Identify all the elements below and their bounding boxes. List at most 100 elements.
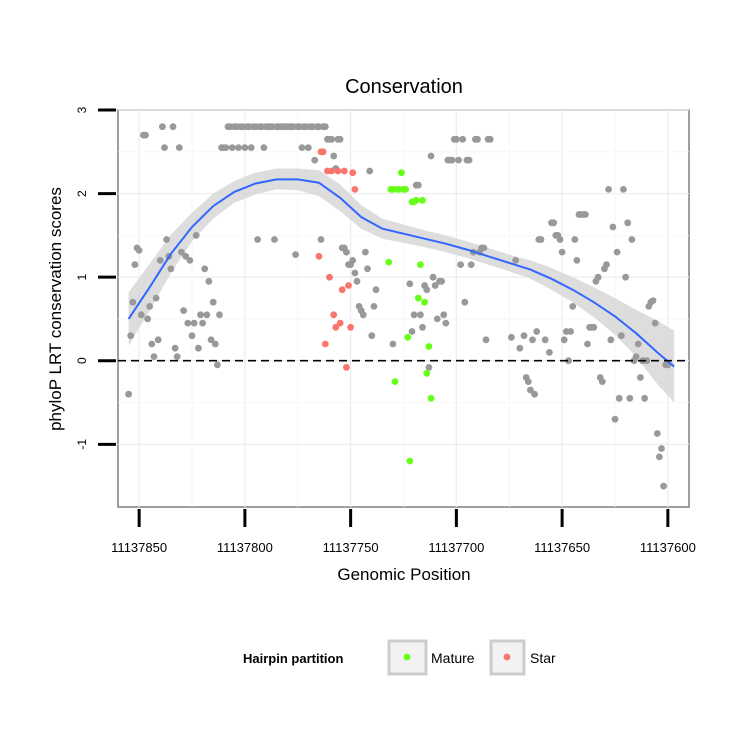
point-other-25 <box>178 248 185 256</box>
point-other-173 <box>550 219 558 227</box>
point-other-169 <box>537 236 545 243</box>
point-mature-15 <box>417 261 424 268</box>
point-other-120 <box>408 328 416 335</box>
point-other-61 <box>254 236 261 243</box>
point-other-163 <box>524 378 532 385</box>
point-mature-13 <box>412 196 420 204</box>
point-other-201 <box>609 223 617 231</box>
point-other-10 <box>146 303 154 310</box>
point-other-131 <box>431 282 439 289</box>
point-other-222 <box>653 430 661 437</box>
point-star-16 <box>349 169 357 177</box>
point-star-8 <box>332 323 340 331</box>
point-other-166 <box>531 390 538 398</box>
point-other-182 <box>569 303 577 310</box>
point-other-38 <box>205 277 213 285</box>
point-star-9 <box>334 167 342 175</box>
point-other-170 <box>541 336 549 344</box>
point-other-100 <box>336 135 344 143</box>
point-other-209 <box>626 394 634 402</box>
point-other-123 <box>414 181 422 189</box>
y-axis-label: phyloP LRT conservation scores <box>46 187 65 431</box>
point-other-91 <box>317 236 325 243</box>
point-star-2 <box>319 148 327 156</box>
point-other-223 <box>656 453 663 461</box>
point-other-1 <box>127 332 135 340</box>
x-axis: 11137850 11137800 11137750 11137700 11137650… <box>111 509 696 555</box>
point-other-130 <box>429 273 437 281</box>
chart-title: Conservation <box>345 76 463 98</box>
point-other-164 <box>527 386 534 394</box>
point-other-224 <box>658 445 665 452</box>
point-other-43 <box>216 311 223 319</box>
point-other-134 <box>438 277 445 285</box>
point-other-26 <box>180 307 188 314</box>
point-other-79 <box>292 251 299 258</box>
point-other-113 <box>364 265 371 273</box>
point-other-52 <box>235 144 242 152</box>
points-layer <box>125 123 672 490</box>
point-other-221 <box>651 319 659 327</box>
x-tick-label-3: 11137700 <box>428 540 484 555</box>
point-mature-17 <box>421 298 428 306</box>
point-other-165 <box>529 336 536 344</box>
point-other-112 <box>362 248 369 256</box>
x-tick-label-5: 11137600 <box>640 540 696 555</box>
point-other-147 <box>465 156 473 164</box>
point-other-3 <box>131 261 139 268</box>
point-mature-10 <box>406 457 414 465</box>
legend-label-star: Star <box>530 650 556 666</box>
point-mature-8 <box>402 186 409 193</box>
point-star-15 <box>347 323 354 331</box>
point-other-13 <box>152 294 160 302</box>
point-other-204 <box>615 394 623 402</box>
point-other-213 <box>634 340 642 348</box>
point-other-64 <box>260 144 268 152</box>
point-other-8 <box>142 131 149 139</box>
point-other-189 <box>584 340 591 348</box>
point-other-55 <box>241 144 249 152</box>
point-other-34 <box>197 311 204 319</box>
point-other-119 <box>406 280 414 288</box>
point-other-125 <box>419 323 426 331</box>
point-other-142 <box>455 156 462 164</box>
legend-label-mature: Mature <box>431 650 475 666</box>
point-other-93 <box>321 123 329 131</box>
point-other-107 <box>351 269 359 277</box>
point-other-141 <box>453 135 460 143</box>
point-other-127 <box>423 286 431 294</box>
point-other-220 <box>649 297 657 304</box>
point-other-205 <box>617 332 625 340</box>
point-other-180 <box>565 357 572 365</box>
point-other-69 <box>271 236 278 243</box>
point-other-116 <box>370 303 378 310</box>
point-other-188 <box>582 211 589 218</box>
point-other-41 <box>211 340 219 348</box>
point-other-194 <box>594 273 602 281</box>
point-other-37 <box>203 311 211 319</box>
legend-entry-star: Star <box>489 639 556 676</box>
point-other-171 <box>546 349 553 356</box>
point-other-143 <box>457 261 464 268</box>
x-tick-label-4: 11137650 <box>534 540 590 555</box>
point-mature-0 <box>385 258 393 266</box>
point-other-82 <box>298 144 306 152</box>
point-other-9 <box>144 315 152 323</box>
y-tick-label-0: -1 <box>75 439 89 450</box>
point-other-40 <box>209 298 217 306</box>
point-star-11 <box>338 286 346 294</box>
point-other-139 <box>448 156 456 164</box>
point-other-200 <box>607 336 615 344</box>
point-star-3 <box>321 340 329 348</box>
point-other-176 <box>556 236 564 243</box>
point-other-208 <box>624 219 632 227</box>
point-other-121 <box>410 311 418 319</box>
point-other-192 <box>590 323 598 331</box>
point-other-135 <box>440 311 448 319</box>
point-other-2 <box>129 298 137 306</box>
x-tick-label-1: 11137800 <box>217 540 273 555</box>
point-other-158 <box>508 333 515 341</box>
smooth-line <box>127 178 675 368</box>
point-other-28 <box>184 319 192 327</box>
